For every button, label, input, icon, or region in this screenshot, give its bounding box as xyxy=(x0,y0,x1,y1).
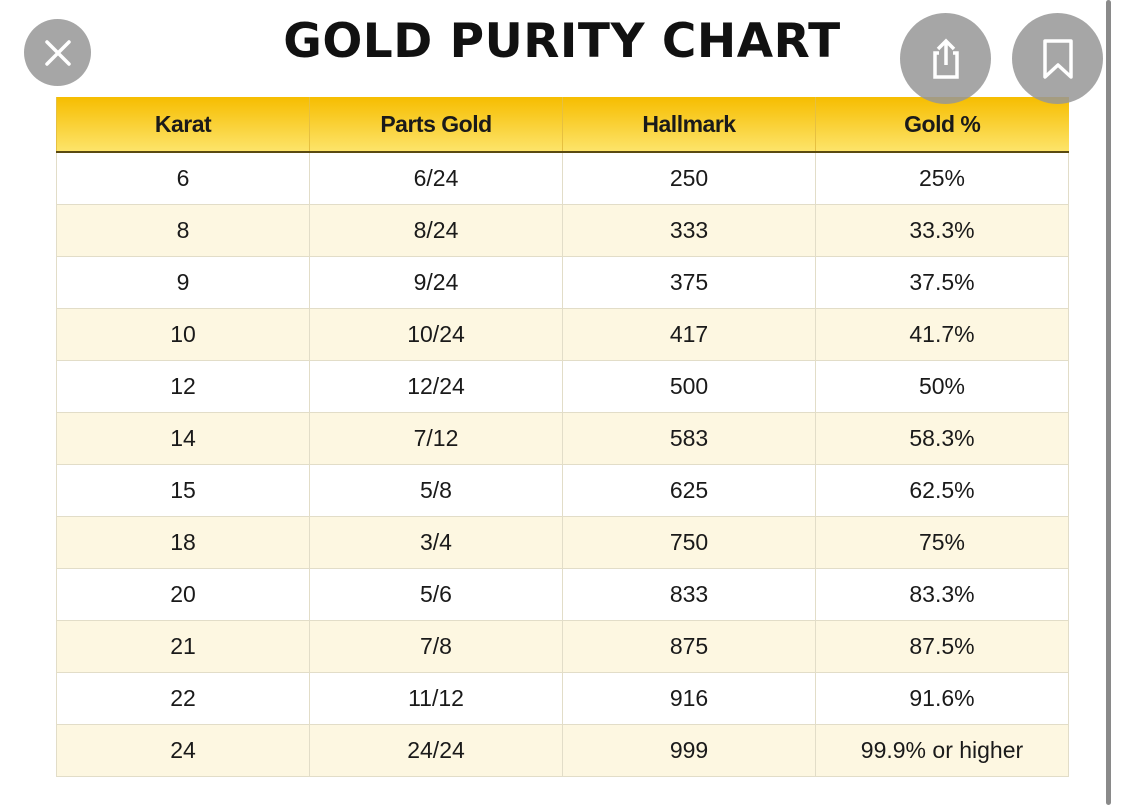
table-cell: 3/4 xyxy=(309,516,563,569)
table-cell: 5/6 xyxy=(309,568,563,621)
table-cell: 375 xyxy=(562,256,816,309)
table-row: 15 5/8 625 62.5% xyxy=(56,464,1069,517)
table-cell: 37.5% xyxy=(815,256,1069,309)
table-cell: 999 xyxy=(562,724,816,777)
table-cell: 583 xyxy=(562,412,816,465)
table-cell: 87.5% xyxy=(815,620,1069,673)
close-button[interactable] xyxy=(24,19,91,86)
table-cell: 6 xyxy=(56,151,310,205)
table-row: 14 7/12 583 58.3% xyxy=(56,412,1069,465)
table-cell: 9/24 xyxy=(309,256,563,309)
table-row: 8 8/24 333 33.3% xyxy=(56,204,1069,257)
table-row: 6 6/24 250 25% xyxy=(56,151,1069,205)
table-cell: 7/12 xyxy=(309,412,563,465)
table-row: 20 5/6 833 83.3% xyxy=(56,568,1069,621)
table-cell: 58.3% xyxy=(815,412,1069,465)
table-row: 18 3/4 750 75% xyxy=(56,516,1069,569)
column-header: Karat xyxy=(56,97,310,153)
table-row: 10 10/24 417 41.7% xyxy=(56,308,1069,361)
table-cell: 12/24 xyxy=(309,360,563,413)
table-cell: 14 xyxy=(56,412,310,465)
column-header: Hallmark xyxy=(562,97,816,153)
table-cell: 33.3% xyxy=(815,204,1069,257)
table-cell: 750 xyxy=(562,516,816,569)
table-cell: 62.5% xyxy=(815,464,1069,517)
table-cell: 22 xyxy=(56,672,310,725)
table-cell: 333 xyxy=(562,204,816,257)
page-title: GOLD PURITY CHART xyxy=(283,14,841,69)
column-header: Parts Gold xyxy=(309,97,563,153)
table-cell: 625 xyxy=(562,464,816,517)
table-cell: 50% xyxy=(815,360,1069,413)
table-row: 9 9/24 375 37.5% xyxy=(56,256,1069,309)
share-icon xyxy=(932,38,959,79)
scrollbar[interactable] xyxy=(1106,0,1111,805)
table-cell: 11/12 xyxy=(309,672,563,725)
table-cell: 7/8 xyxy=(309,620,563,673)
table-row: 21 7/8 875 87.5% xyxy=(56,620,1069,673)
table-cell: 12 xyxy=(56,360,310,413)
table-cell: 9 xyxy=(56,256,310,309)
table-cell: 875 xyxy=(562,620,816,673)
table-cell: 24 xyxy=(56,724,310,777)
bookmark-button[interactable] xyxy=(1012,13,1103,104)
table-cell: 417 xyxy=(562,308,816,361)
table-cell: 8/24 xyxy=(309,204,563,257)
table-cell: 250 xyxy=(562,151,816,205)
table-cell: 99.9% or higher xyxy=(815,724,1069,777)
table-cell: 24/24 xyxy=(309,724,563,777)
table-cell: 8 xyxy=(56,204,310,257)
bookmark-icon xyxy=(1042,38,1073,79)
table-row: 22 11/12 916 91.6% xyxy=(56,672,1069,725)
table-cell: 916 xyxy=(562,672,816,725)
table-cell: 91.6% xyxy=(815,672,1069,725)
table-cell: 75% xyxy=(815,516,1069,569)
table-cell: 15 xyxy=(56,464,310,517)
table-cell: 41.7% xyxy=(815,308,1069,361)
table-row: 24 24/24 999 99.9% or higher xyxy=(56,724,1069,777)
table-cell: 18 xyxy=(56,516,310,569)
gold-purity-table: Karat Parts Gold Hallmark Gold % 6 6/24 250 25… xyxy=(56,97,1069,777)
table-cell: 10 xyxy=(56,308,310,361)
column-header: Gold % xyxy=(815,97,1069,153)
table-header-row: Karat Parts Gold Hallmark Gold % xyxy=(56,97,1069,153)
table-row: 12 12/24 500 50% xyxy=(56,360,1069,413)
table-cell: 83.3% xyxy=(815,568,1069,621)
table-cell: 500 xyxy=(562,360,816,413)
share-button[interactable] xyxy=(900,13,991,104)
table-cell: 833 xyxy=(562,568,816,621)
table-cell: 21 xyxy=(56,620,310,673)
table-cell: 25% xyxy=(815,151,1069,205)
table-cell: 5/8 xyxy=(309,464,563,517)
table-cell: 20 xyxy=(56,568,310,621)
close-icon xyxy=(44,39,71,66)
table-cell: 10/24 xyxy=(309,308,563,361)
table-cell: 6/24 xyxy=(309,151,563,205)
